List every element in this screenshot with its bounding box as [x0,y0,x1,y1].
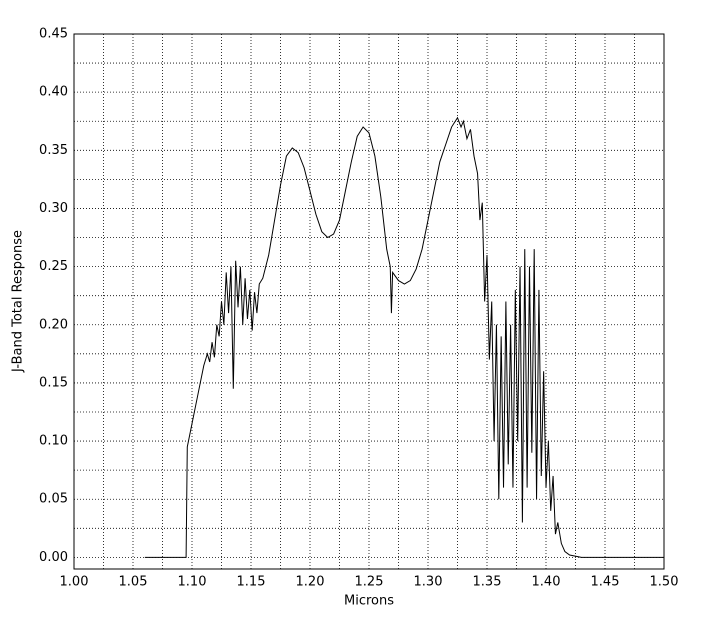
y-tick-label: 0.20 [39,317,68,332]
y-tick-label: 0.40 [39,85,68,100]
x-tick-label: 1.40 [532,575,561,590]
x-tick-label: 1.30 [414,575,443,590]
x-axis-label: Microns [344,594,394,609]
x-tick-label: 1.10 [178,575,207,590]
y-tick-label: 0.30 [39,201,68,216]
x-tick-label: 1.00 [60,575,89,590]
y-tick-label: 0.05 [39,492,68,507]
y-tick-label: 0.35 [39,143,68,158]
x-tick-label: 1.35 [473,575,502,590]
x-tick-label: 1.15 [237,575,266,590]
y-tick-label: 0.15 [39,375,68,390]
x-tick-label: 1.45 [591,575,620,590]
x-tick-label: 1.50 [650,575,679,590]
data-line [144,116,664,558]
x-tick-label: 1.05 [119,575,148,590]
y-tick-label: 0.10 [39,434,68,449]
x-tick-label: 1.25 [355,575,384,590]
y-tick-label: 0.00 [39,550,68,565]
y-axis-label: J-Band Total Response [11,230,26,373]
y-tick-label: 0.25 [39,259,68,274]
plot-frame [73,33,665,570]
x-tick-label: 1.20 [296,575,325,590]
y-tick-label: 0.45 [39,27,68,42]
